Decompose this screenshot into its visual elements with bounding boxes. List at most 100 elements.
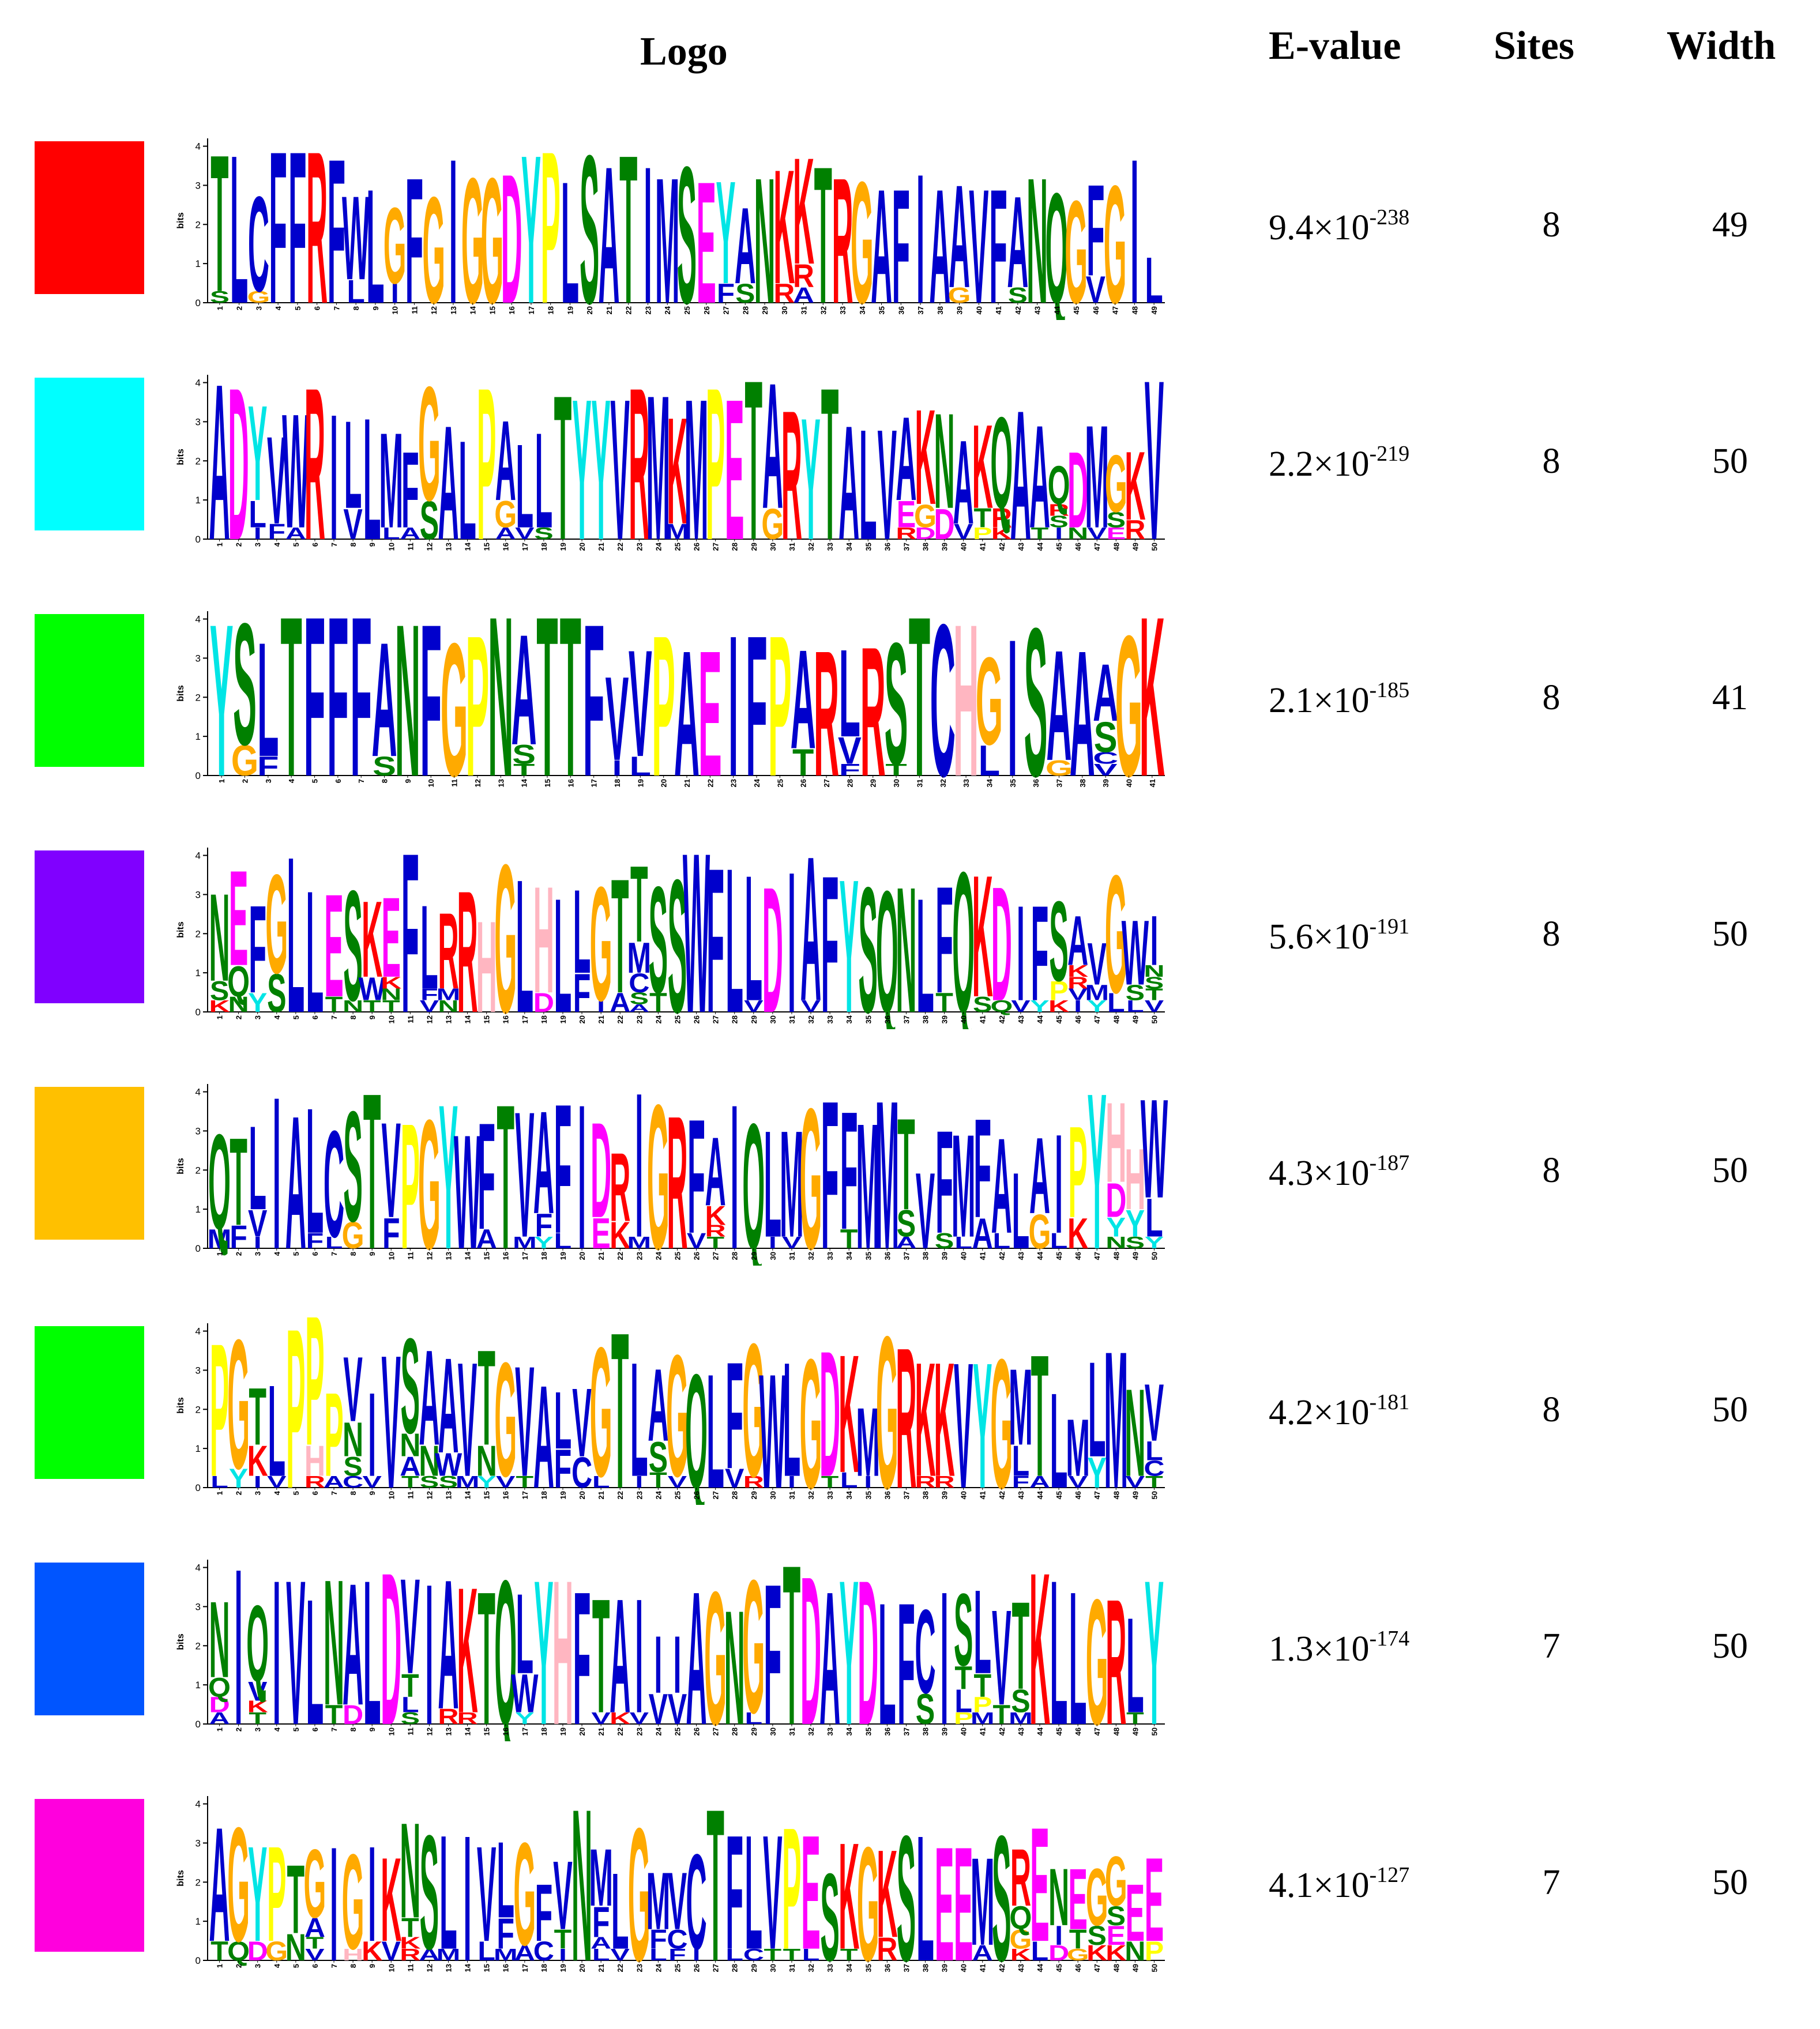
logo-letter: I [635,1565,643,1741]
position-label: 48 [1112,1015,1120,1023]
position-label: 35 [864,1491,873,1499]
logo-letter: I [788,839,796,1029]
logo-letter: K [381,1832,401,1966]
position-label: 40 [1125,779,1133,787]
logo-letter: L [1050,1551,1068,1741]
position-label: 15 [483,1964,491,1972]
logo-letter: F [1031,878,1049,1029]
position-label: 16 [502,1727,510,1736]
position-label: 5 [294,306,302,310]
position-label: 29 [761,306,769,314]
position-label: 7 [330,1252,339,1256]
position-label: 41 [979,1015,987,1023]
position-label: 36 [1032,779,1040,787]
position-label: 21 [597,1491,606,1499]
logo-letter: S [1126,981,1145,1005]
y-tick-label: 1 [195,1680,201,1691]
logo-letter: V [629,619,652,789]
logo-letter: Y [801,382,820,556]
position-label: 37 [902,1015,911,1023]
position-label: 17 [521,543,529,551]
logo-letter: G [1105,1842,1127,1921]
position-label: 9 [368,1727,377,1731]
position-label: 14 [464,542,472,551]
logo-letter: L [516,419,534,552]
position-label: 13 [445,1491,453,1499]
logo-letter: K [667,386,687,556]
logo-letter: L [1145,244,1163,317]
logo-letter: F [351,603,372,793]
logo-letter: H [476,894,497,1029]
logo-letter: K [915,1329,935,1505]
position-label: 30 [769,1491,777,1499]
logo-letter: T [536,603,558,793]
position-label: 2 [235,1727,243,1731]
y-tick-label: 1 [195,1204,201,1215]
motif-color-swatch [35,1087,144,1240]
width-column-header: Width [1667,24,1776,68]
position-label: 35 [1009,779,1017,787]
logo-letter: L [916,865,934,1029]
position-label: 10 [387,1964,396,1972]
logo-letter: I [597,997,605,1015]
logo-letter: L [363,1551,381,1741]
sites-value: 8 [1542,1390,1560,1429]
position-label: 11 [406,1015,415,1023]
logo-letter: L [257,609,279,791]
logo-letter: G [857,1813,879,1978]
position-label: 5 [292,1252,300,1256]
logo-letter: A [819,1552,840,1741]
sites-value: 8 [1542,1151,1560,1190]
logo-letter: N [381,985,401,1004]
logo-letter: V [572,1368,591,1477]
logo-letter: E [1126,1868,1145,1958]
y-tick-label: 0 [195,298,201,308]
position-label: 29 [750,1964,758,1972]
position-label: 36 [883,1491,892,1499]
position-label: 31 [800,306,809,314]
logo-letter: F [327,603,348,793]
logo-letter: Y [1088,1075,1107,1266]
position-label: 48 [1112,1491,1120,1499]
logo-letter: Y [1126,1203,1145,1245]
logo-letter: F [288,130,306,320]
logo-letter: D [228,366,249,556]
logo-letter: Q [246,1583,269,1704]
y-axis-label: bits [176,449,186,465]
logo-letter: I [731,1075,739,1266]
position-label: 2 [235,1491,243,1495]
position-label: 18 [613,779,622,787]
position-label: 18 [540,1491,548,1499]
logo-letter: N [1144,962,1164,980]
position-label: 41 [979,543,987,551]
logo-letter: F [897,1567,915,1741]
evalue-exponent: -185 [1369,678,1410,702]
logo-letter: T [744,366,762,556]
position-label: 16 [502,1252,510,1260]
position-label: 11 [406,543,415,551]
evalue: 1.3×10-174 [1269,1626,1409,1670]
position-label: 50 [1150,1491,1159,1499]
position-label: 13 [445,543,453,551]
position-label: 6 [311,1491,319,1495]
evalue: 9.4×10-238 [1269,205,1409,249]
position-label: 38 [922,1727,930,1736]
sites-column-header: Sites [1494,24,1574,68]
logo-letter: A [512,603,537,778]
position-label: 28 [845,779,854,787]
position-label: 31 [915,779,924,787]
logo-letter: G [666,1318,689,1505]
logo-letter: Q [742,1086,765,1266]
logo-letter: L [954,1684,972,1719]
logo-letter: P [1049,976,1068,1006]
logo-letter: P [477,366,496,556]
logo-letter: W [454,1101,481,1266]
evalue-exponent: -127 [1369,1863,1410,1887]
logo-letter: A [438,392,458,556]
position-label: 9 [368,1491,377,1495]
logo-letter: G [800,1320,822,1505]
position-label: 26 [693,543,701,551]
position-label: 50 [1150,1252,1159,1260]
